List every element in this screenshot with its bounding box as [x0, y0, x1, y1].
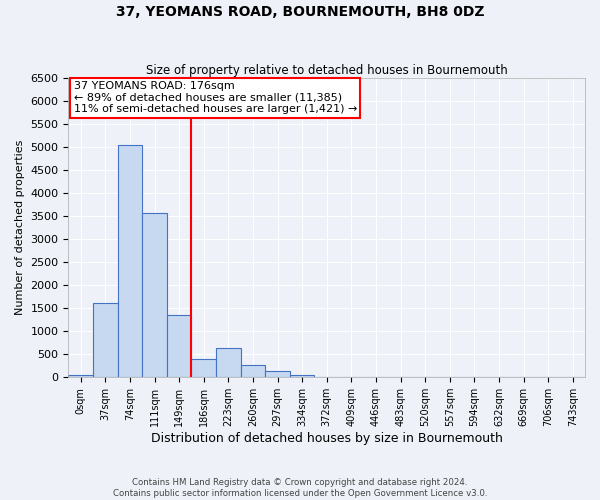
Text: 37 YEOMANS ROAD: 176sqm
← 89% of detached houses are smaller (11,385)
11% of sem: 37 YEOMANS ROAD: 176sqm ← 89% of detache… [74, 81, 357, 114]
Bar [68, 374, 93, 377]
Bar [265, 371, 290, 377]
Bar [93, 303, 118, 377]
Bar [290, 374, 314, 377]
Text: 37, YEOMANS ROAD, BOURNEMOUTH, BH8 0DZ: 37, YEOMANS ROAD, BOURNEMOUTH, BH8 0DZ [116, 5, 484, 19]
Bar [142, 213, 167, 377]
X-axis label: Distribution of detached houses by size in Bournemouth: Distribution of detached houses by size … [151, 432, 503, 445]
Bar [118, 145, 142, 377]
Y-axis label: Number of detached properties: Number of detached properties [15, 140, 25, 316]
Bar [167, 315, 191, 377]
Bar [241, 365, 265, 377]
Text: Contains HM Land Registry data © Crown copyright and database right 2024.
Contai: Contains HM Land Registry data © Crown c… [113, 478, 487, 498]
Bar [216, 348, 241, 377]
Title: Size of property relative to detached houses in Bournemouth: Size of property relative to detached ho… [146, 64, 508, 77]
Bar [191, 359, 216, 377]
